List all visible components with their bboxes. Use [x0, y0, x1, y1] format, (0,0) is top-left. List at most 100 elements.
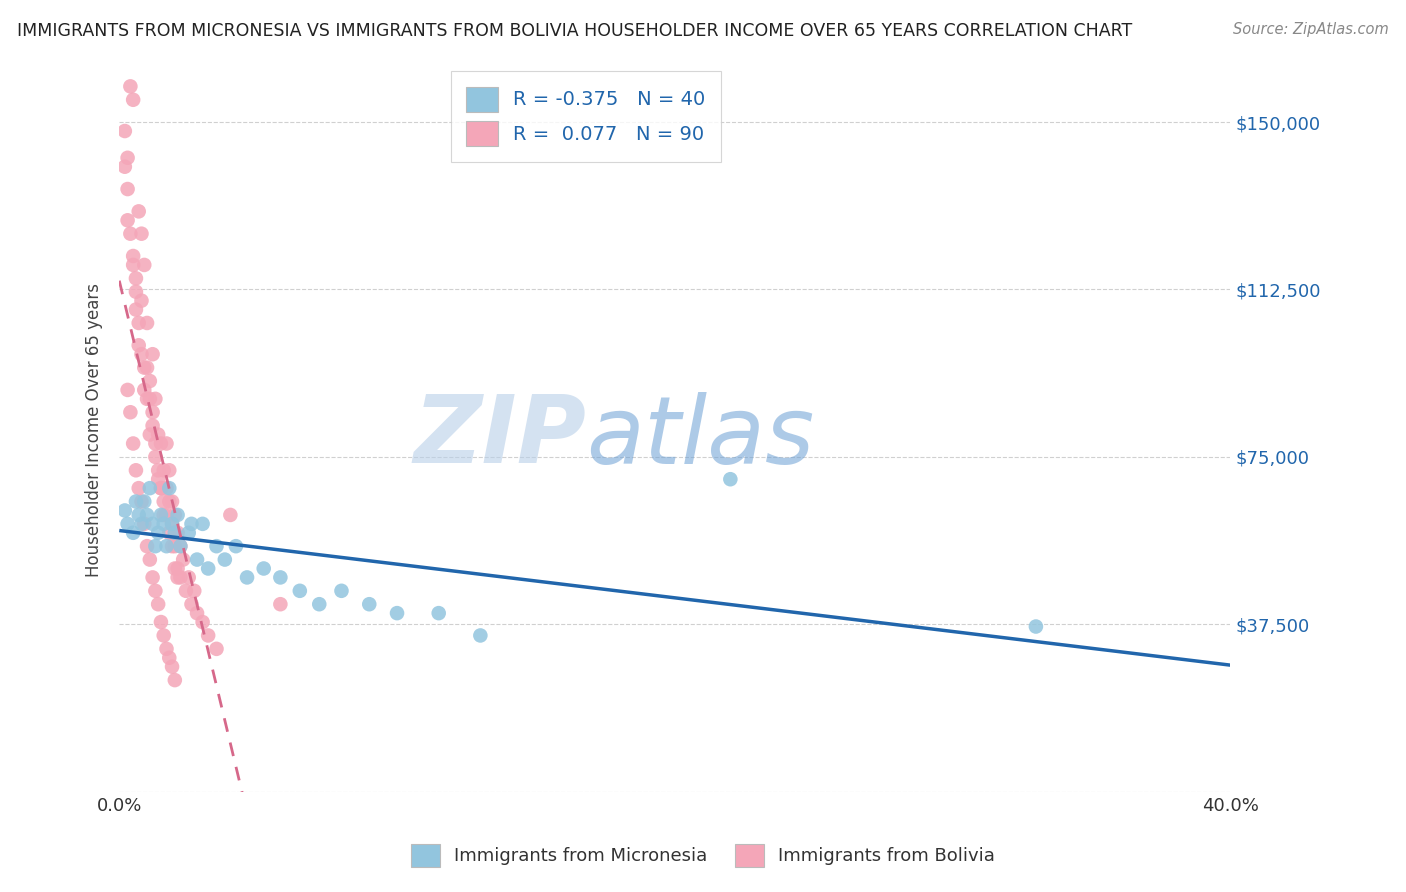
- Point: [157, 481, 180, 495]
- Point: [169, 539, 191, 553]
- Point: [131, 293, 153, 308]
- Point: [128, 338, 150, 352]
- Point: [269, 597, 291, 611]
- Point: [470, 628, 492, 642]
- Point: [136, 392, 159, 406]
- Point: [145, 583, 167, 598]
- Text: Source: ZipAtlas.com: Source: ZipAtlas.com: [1233, 22, 1389, 37]
- Point: [172, 552, 194, 566]
- Point: [191, 615, 214, 629]
- Point: [145, 392, 167, 406]
- Point: [134, 383, 156, 397]
- Point: [308, 597, 330, 611]
- Point: [139, 392, 162, 406]
- Point: [145, 436, 167, 450]
- Point: [128, 508, 150, 522]
- Point: [177, 570, 200, 584]
- Point: [269, 570, 291, 584]
- Point: [152, 516, 174, 531]
- Point: [169, 570, 191, 584]
- Point: [139, 374, 162, 388]
- Point: [152, 628, 174, 642]
- Point: [205, 641, 228, 656]
- Point: [180, 516, 202, 531]
- Point: [131, 347, 153, 361]
- Point: [160, 539, 183, 553]
- Point: [155, 481, 177, 495]
- Text: atlas: atlas: [586, 392, 814, 483]
- Point: [183, 583, 205, 598]
- Y-axis label: Householder Income Over 65 years: Householder Income Over 65 years: [86, 283, 103, 577]
- Point: [120, 48, 142, 62]
- Point: [155, 508, 177, 522]
- Point: [157, 494, 180, 508]
- Point: [128, 204, 150, 219]
- Point: [139, 481, 162, 495]
- Point: [160, 516, 183, 531]
- Point: [157, 650, 180, 665]
- Point: [149, 436, 172, 450]
- Point: [125, 494, 148, 508]
- Point: [157, 525, 180, 540]
- Point: [225, 539, 247, 553]
- Legend: Immigrants from Micronesia, Immigrants from Bolivia: Immigrants from Micronesia, Immigrants f…: [402, 835, 1004, 876]
- Point: [122, 93, 145, 107]
- Point: [152, 494, 174, 508]
- Point: [142, 570, 165, 584]
- Point: [117, 182, 139, 196]
- Point: [160, 659, 183, 673]
- Point: [166, 561, 188, 575]
- Point: [117, 213, 139, 227]
- Point: [149, 508, 172, 522]
- Point: [288, 583, 311, 598]
- Point: [120, 405, 142, 419]
- Point: [142, 516, 165, 531]
- Point: [122, 525, 145, 540]
- Point: [117, 383, 139, 397]
- Point: [131, 516, 153, 531]
- Point: [214, 552, 236, 566]
- Point: [134, 360, 156, 375]
- Point: [117, 151, 139, 165]
- Point: [149, 481, 172, 495]
- Point: [125, 271, 148, 285]
- Point: [155, 641, 177, 656]
- Point: [142, 405, 165, 419]
- Point: [197, 561, 219, 575]
- Point: [122, 258, 145, 272]
- Text: ZIP: ZIP: [413, 392, 586, 483]
- Point: [136, 316, 159, 330]
- Point: [180, 597, 202, 611]
- Point: [146, 427, 169, 442]
- Point: [197, 628, 219, 642]
- Text: IMMIGRANTS FROM MICRONESIA VS IMMIGRANTS FROM BOLIVIA HOUSEHOLDER INCOME OVER 65: IMMIGRANTS FROM MICRONESIA VS IMMIGRANTS…: [17, 22, 1132, 40]
- Point: [131, 227, 153, 241]
- Point: [427, 606, 450, 620]
- Point: [160, 516, 183, 531]
- Point: [120, 79, 142, 94]
- Point: [166, 570, 188, 584]
- Point: [146, 472, 169, 486]
- Point: [134, 494, 156, 508]
- Point: [186, 552, 208, 566]
- Legend: R = -0.375   N = 40, R =  0.077   N = 90: R = -0.375 N = 40, R = 0.077 N = 90: [451, 71, 721, 161]
- Point: [1025, 619, 1047, 633]
- Point: [139, 552, 162, 566]
- Point: [163, 539, 186, 553]
- Point: [128, 481, 150, 495]
- Point: [125, 463, 148, 477]
- Point: [155, 436, 177, 450]
- Point: [163, 525, 186, 540]
- Point: [177, 525, 200, 540]
- Point: [136, 508, 159, 522]
- Point: [128, 316, 150, 330]
- Point: [149, 481, 172, 495]
- Point: [149, 615, 172, 629]
- Point: [114, 124, 136, 138]
- Point: [146, 597, 169, 611]
- Point: [122, 436, 145, 450]
- Point: [125, 302, 148, 317]
- Point: [152, 463, 174, 477]
- Point: [145, 539, 167, 553]
- Point: [186, 606, 208, 620]
